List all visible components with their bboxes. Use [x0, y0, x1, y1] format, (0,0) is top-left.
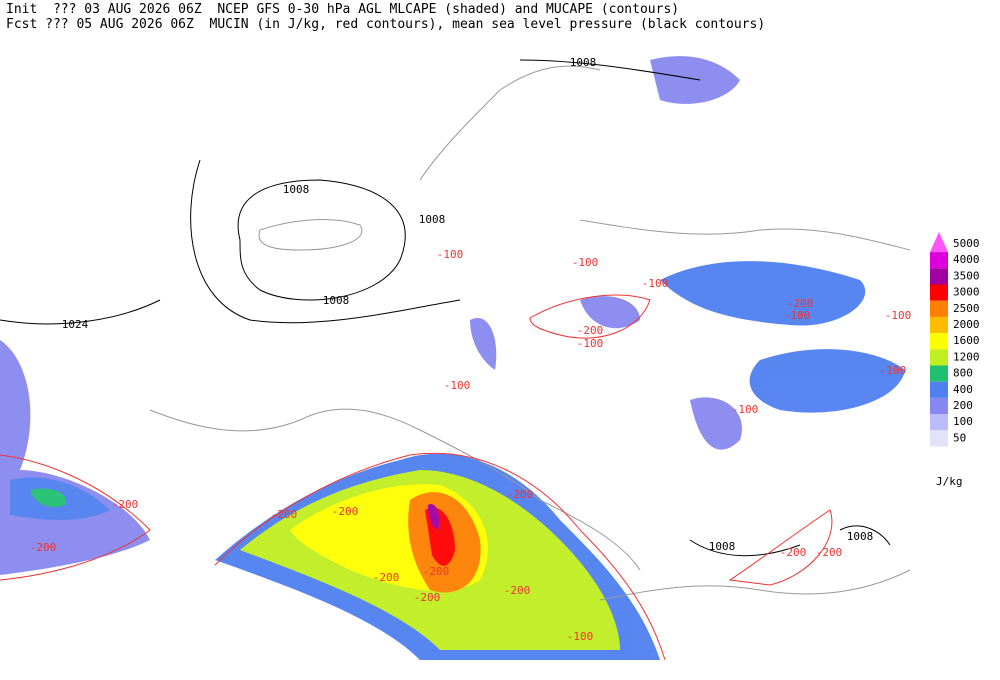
legend-level: 3000	[953, 286, 980, 299]
legend-swatch	[930, 365, 948, 382]
legend-level: 400	[953, 383, 973, 396]
legend-level: 3500	[953, 269, 980, 282]
header-init: Init ??? 03 AUG 2026 06Z NCEP GFS 0-30 h…	[6, 2, 680, 17]
cin-label: -100	[732, 403, 759, 416]
pressure-label: 1008	[419, 213, 446, 226]
legend-swatch	[930, 430, 948, 447]
cin-label: -100	[437, 248, 464, 261]
legend-swatch	[930, 231, 948, 253]
cin-label: -200	[271, 508, 298, 521]
legend-swatch	[930, 381, 948, 398]
legend-swatch	[930, 252, 948, 269]
legend-swatch	[930, 316, 948, 334]
cin-label: -200	[30, 541, 57, 554]
cin-label: -100	[567, 630, 594, 643]
legend-swatch	[930, 397, 948, 415]
pressure-label: 1008	[847, 530, 874, 543]
legend-level: 100	[953, 415, 973, 428]
legend-swatch	[930, 300, 948, 317]
legend-swatch	[930, 333, 948, 350]
legend-swatch	[930, 284, 948, 301]
cin-label: -200	[332, 505, 359, 518]
cin-label: -200	[373, 571, 400, 584]
cin-label: -200	[112, 498, 139, 511]
legend-level: 800	[953, 367, 973, 380]
legend-level: 5000	[953, 237, 980, 250]
pressure-label: 1008	[570, 56, 597, 69]
cin-label: -200	[504, 584, 531, 597]
coastlines	[149, 65, 911, 601]
legend-level: 2500	[953, 302, 980, 315]
legend-swatch	[930, 349, 948, 366]
cin-label: -200	[787, 297, 814, 310]
cin-label: -100	[444, 379, 471, 392]
legend-swatch	[930, 268, 948, 285]
pressure-contours	[0, 59, 891, 557]
cin-label: -200	[780, 546, 807, 559]
cin-label: -100	[572, 256, 599, 269]
legend-level: 1200	[953, 350, 980, 363]
cin-label: -100	[784, 309, 811, 322]
legend-unit: J/kg	[936, 475, 963, 488]
legend-level: 200	[953, 399, 973, 412]
cin-label: -200	[507, 488, 534, 501]
legend-level: 4000	[953, 253, 980, 266]
legend-level: 50	[953, 431, 966, 444]
cin-label: -200	[423, 565, 450, 578]
cin-label: -200	[414, 591, 441, 604]
legend-level: 1600	[953, 334, 980, 347]
cin-label: -100	[885, 309, 912, 322]
cin-label: -100	[577, 337, 604, 350]
cin-contours	[0, 294, 833, 661]
legend-level: 2000	[953, 318, 980, 331]
cin-label: -100	[880, 364, 907, 377]
pressure-label: 1008	[323, 294, 350, 307]
pressure-label: 1024	[62, 318, 89, 331]
legend-swatch	[930, 414, 948, 431]
cape-shading	[0, 56, 905, 660]
pressure-label: 1008	[709, 540, 736, 553]
pressure-label: 1008	[283, 183, 310, 196]
cin-label: -100	[642, 277, 669, 290]
cin-label: -200	[816, 546, 843, 559]
cin-label: -200	[577, 324, 604, 337]
header-fcst: Fcst ??? 05 AUG 2026 06Z MUCIN (in J/kg,…	[6, 17, 766, 32]
